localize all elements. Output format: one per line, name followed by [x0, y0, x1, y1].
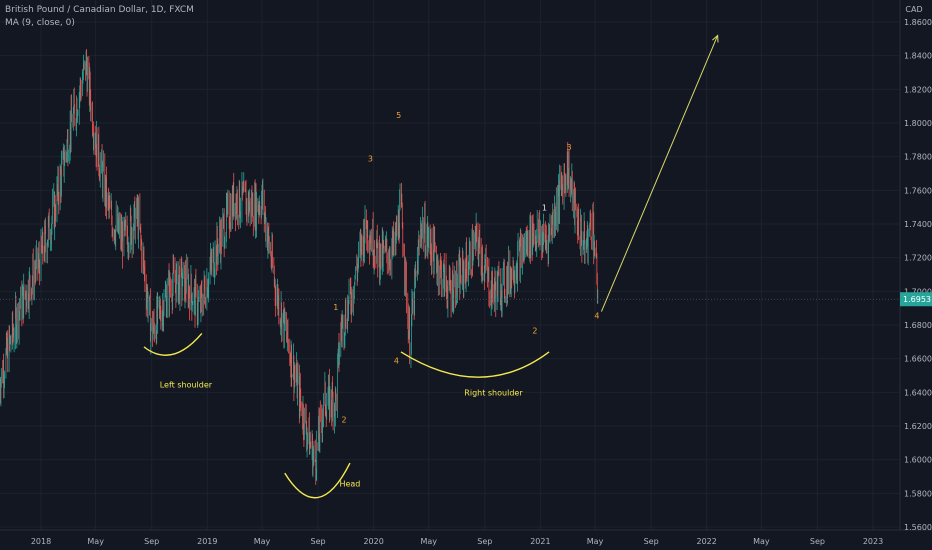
y-tick-label: 1.68000	[904, 321, 932, 330]
wave-label[interactable]: 1	[333, 303, 338, 312]
drawing-overlays: Left shoulder Head Right shoulder 5 3 1 2 4 1 2 3 4	[0, 34, 900, 499]
x-tick-label: May	[587, 537, 604, 546]
pattern-annotation[interactable]: Head	[339, 480, 360, 489]
x-tick-label: 2021	[530, 537, 550, 546]
candlesticks	[0, 49, 599, 485]
y-tick-label: 1.80000	[904, 119, 932, 128]
symbol-title[interactable]: British Pound / Canadian Dollar, 1D, FXC…	[5, 5, 194, 15]
wave-label[interactable]: 2	[341, 416, 346, 425]
x-tick-label: 2022	[697, 537, 717, 546]
x-tick-label: 2023	[863, 537, 883, 546]
projection-arrow[interactable]	[600, 35, 719, 312]
x-tick-label: May	[420, 537, 437, 546]
pattern-annotation[interactable]: Right shoulder	[464, 389, 523, 398]
y-tick-label: 1.66000	[904, 355, 932, 364]
x-tick-label: Sep	[810, 537, 825, 546]
x-tick-label: 2019	[197, 537, 217, 546]
head-arc[interactable]	[284, 462, 351, 499]
last-price-label: 1.69531	[903, 295, 932, 304]
x-tick-label: Sep	[477, 537, 492, 546]
wave-label[interactable]: 2	[532, 326, 537, 335]
wave-label[interactable]: 3	[567, 143, 572, 152]
y-tick-label: 1.72000	[904, 254, 932, 263]
wave-label[interactable]: 4	[594, 311, 599, 320]
left-shoulder-arc[interactable]	[143, 332, 203, 356]
x-tick-label: May	[87, 537, 104, 546]
projection-arrow-head	[712, 34, 719, 43]
right-shoulder-arc[interactable]	[400, 351, 550, 378]
wave-label[interactable]: 4	[394, 357, 399, 366]
currency-label: CAD	[905, 5, 922, 14]
chart-grid	[0, 0, 900, 530]
x-tick-label: May	[753, 537, 770, 546]
x-tick-label: 2018	[31, 537, 51, 546]
y-tick-label: 1.76000	[904, 186, 932, 195]
y-tick-label: 1.78000	[904, 153, 932, 162]
price-axis[interactable]: 1.86000 1.84000 1.82000 1.80000 1.78000 1.760…	[900, 18, 932, 532]
y-tick-label: 1.60000	[904, 456, 932, 465]
y-tick-label: 1.70000	[904, 287, 932, 296]
x-tick-label: May	[254, 537, 271, 546]
y-tick-label: 1.64000	[904, 388, 932, 397]
x-tick-label: Sep	[144, 537, 159, 546]
x-tick-label: Sep	[310, 537, 325, 546]
x-tick-label: 2020	[363, 537, 383, 546]
y-tick-label: 1.62000	[904, 422, 932, 431]
y-tick-label: 1.86000	[904, 18, 932, 27]
x-tick-label: Sep	[644, 537, 659, 546]
y-tick-label: 1.84000	[904, 52, 932, 61]
time-axis[interactable]: 2018 May Sep 2019 May Sep 2020 May Sep 2021 May Sep…	[31, 537, 883, 546]
chart-legend: British Pound / Canadian Dollar, 1D, FXC…	[5, 4, 194, 30]
wave-label[interactable]: 3	[368, 155, 373, 164]
last-price-tag	[900, 292, 932, 307]
y-tick-label: 1.58000	[904, 489, 932, 498]
pattern-annotation[interactable]: Left shoulder	[160, 380, 213, 389]
indicator-title[interactable]: MA (9, close, 0)	[5, 18, 75, 28]
y-tick-label: 1.56000	[904, 523, 932, 532]
wave-label[interactable]: 1	[542, 204, 547, 213]
y-tick-label: 1.82000	[904, 85, 932, 94]
wave-label[interactable]: 5	[396, 111, 401, 120]
y-tick-label: 1.74000	[904, 220, 932, 229]
